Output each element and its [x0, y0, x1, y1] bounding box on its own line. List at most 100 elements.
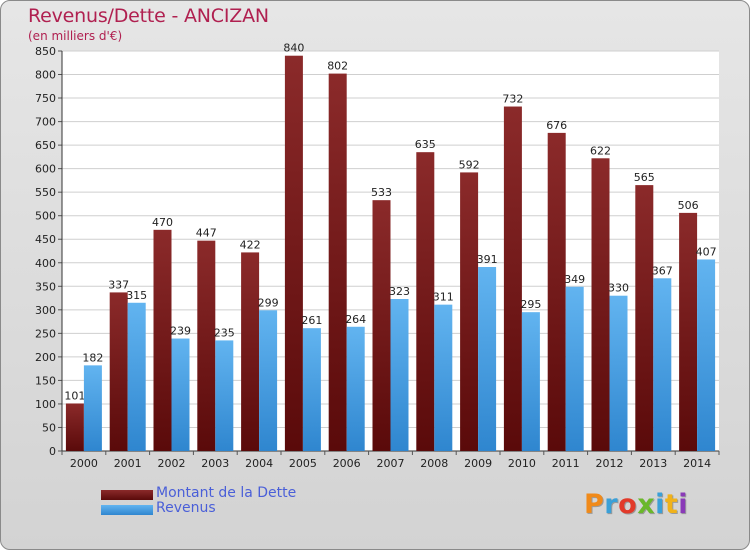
- bar-revenue: [609, 295, 628, 451]
- bar-revenue: [127, 302, 146, 451]
- data-label-revenue: 235: [214, 326, 235, 339]
- proxiti-logo: Proxiti: [584, 489, 688, 520]
- data-label-debt: 447: [196, 227, 217, 240]
- logo-letter: x: [637, 489, 656, 520]
- data-label-revenue: 330: [608, 282, 629, 295]
- bar-debt: [635, 185, 654, 451]
- x-tick-label: 2004: [245, 457, 273, 470]
- y-tick-label: 750: [35, 92, 56, 105]
- x-tick-label: 2001: [114, 457, 142, 470]
- data-label-revenue: 349: [564, 273, 585, 286]
- y-tick-label: 850: [35, 45, 56, 58]
- x-tick-label: 2006: [333, 457, 361, 470]
- bar-debt: [241, 252, 260, 451]
- data-label-debt: 470: [152, 216, 173, 229]
- y-tick-label: 250: [35, 327, 56, 340]
- bar-revenue: [259, 310, 278, 451]
- data-label-revenue: 311: [433, 291, 454, 304]
- x-tick-label: 2005: [289, 457, 317, 470]
- bar-revenue: [697, 259, 716, 451]
- data-label-debt: 422: [240, 238, 261, 251]
- bar-debt: [65, 403, 84, 451]
- bar-debt: [547, 132, 566, 451]
- x-tick-label: 2010: [508, 457, 536, 470]
- data-label-revenue: 391: [477, 253, 498, 266]
- bar-revenue: [478, 267, 497, 451]
- y-tick-label: 0: [49, 445, 56, 458]
- bar-revenue: [565, 286, 584, 451]
- data-label-revenue: 407: [696, 245, 717, 258]
- bar-revenue: [83, 365, 102, 451]
- y-tick-label: 150: [35, 374, 56, 387]
- chart-subtitle: (en milliers d'€): [28, 29, 123, 43]
- bar-revenue: [390, 299, 409, 451]
- x-tick-label: 2011: [552, 457, 580, 470]
- bar-debt: [153, 229, 172, 451]
- logo-letter: i: [678, 489, 689, 520]
- data-label-debt: 622: [590, 144, 611, 157]
- legend-label-revenue: Revenus: [156, 500, 216, 516]
- logo-letter: i: [655, 489, 665, 520]
- data-label-debt: 676: [546, 119, 567, 132]
- x-tick-label: 2007: [377, 457, 405, 470]
- data-label-revenue: 315: [126, 289, 147, 302]
- bar-revenue: [434, 304, 453, 451]
- y-tick-label: 350: [35, 280, 56, 293]
- bar-debt: [197, 240, 216, 451]
- bar-debt: [328, 73, 347, 452]
- x-tick-label: 2009: [464, 457, 492, 470]
- y-tick-label: 400: [35, 257, 56, 270]
- data-label-debt: 101: [64, 389, 85, 402]
- plot-area: 0 50 100 150 200 250 300 350 400 450 500 550 600 650 7…: [35, 42, 720, 470]
- bar-debt: [591, 158, 610, 451]
- bar-debt: [284, 55, 303, 452]
- data-label-debt: 337: [108, 278, 129, 291]
- x-tick-label: 2003: [201, 457, 229, 470]
- bar-revenue: [521, 312, 540, 451]
- bar-revenue: [346, 326, 365, 451]
- data-label-revenue: 299: [258, 296, 279, 309]
- data-label-revenue: 261: [301, 314, 322, 327]
- y-tick-label: 700: [35, 116, 56, 129]
- x-tick-label: 2012: [596, 457, 624, 470]
- y-tick-label: 200: [35, 351, 56, 364]
- y-tick-label: 100: [35, 398, 56, 411]
- data-label-revenue: 182: [82, 351, 103, 364]
- x-tick-label: 2008: [420, 457, 448, 470]
- data-label-debt: 533: [371, 186, 392, 199]
- y-tick-label: 550: [35, 186, 56, 199]
- y-tick-label: 50: [42, 421, 56, 434]
- y-tick-label: 600: [35, 163, 56, 176]
- data-label-revenue: 295: [520, 298, 541, 311]
- y-tick-label: 500: [35, 210, 56, 223]
- data-label-debt: 840: [283, 42, 304, 55]
- bar-debt: [679, 212, 698, 451]
- chart-title: Revenus/Dette - ANCIZAN: [28, 5, 269, 27]
- legend-label-debt: Montant de la Dette: [156, 485, 297, 501]
- data-label-debt: 592: [459, 158, 480, 171]
- y-tick-label: 450: [35, 233, 56, 246]
- bar-debt: [109, 292, 128, 451]
- y-tick-label: 300: [35, 304, 56, 317]
- y-tick-label: 800: [35, 69, 56, 82]
- legend-swatch-revenue: [101, 505, 153, 515]
- logo-letter: P: [584, 489, 605, 520]
- data-label-debt: 802: [327, 60, 348, 73]
- data-label-revenue: 264: [345, 313, 366, 326]
- x-tick-label: 2002: [158, 457, 186, 470]
- bar-revenue: [171, 338, 190, 451]
- bar-revenue: [215, 340, 234, 451]
- logo-letter: t: [664, 489, 679, 520]
- bar-debt: [503, 106, 522, 451]
- bar-debt: [416, 152, 435, 452]
- logo-letter: o: [618, 489, 638, 520]
- data-label-debt: 635: [415, 138, 436, 151]
- x-tick-label: 2000: [70, 457, 98, 470]
- bar-revenue: [653, 278, 672, 451]
- bar-revenue: [302, 328, 321, 451]
- data-label-revenue: 323: [389, 285, 410, 298]
- bar-debt: [460, 172, 479, 452]
- x-tick-label: 2013: [639, 457, 667, 470]
- bar-debt: [372, 200, 391, 451]
